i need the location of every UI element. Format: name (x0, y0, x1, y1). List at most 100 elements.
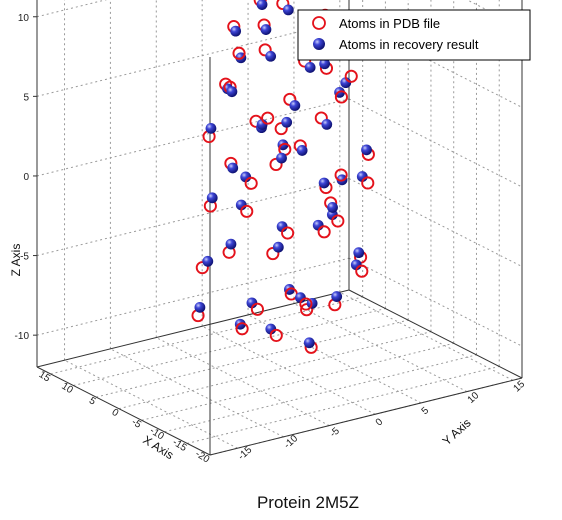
recovery-atom-point (289, 100, 301, 111)
y-tick-label: -10 (282, 433, 300, 451)
recovery-atom-point (265, 50, 277, 62)
grid-line (96, 319, 409, 398)
recovery-atom-point (246, 297, 258, 309)
chart-title: Protein 2M5Z (257, 493, 359, 512)
recovery-atom-point (202, 255, 214, 267)
recovery-atom-point (296, 145, 308, 156)
x-tick-label: 5 (87, 395, 98, 408)
y-tick-label: -5 (328, 425, 342, 439)
x-tick-label: -5 (130, 417, 144, 431)
grid-line (73, 308, 386, 387)
pdb-atom-point (269, 157, 283, 171)
z-tick-label: -5 (20, 252, 29, 263)
grid-line (201, 325, 376, 415)
pdb-atom-point (276, 0, 290, 11)
pdb-atom-point (314, 111, 328, 125)
recovery-atom-point (276, 152, 287, 164)
grid-line (36, 257, 350, 336)
pdb-atom-point (250, 302, 264, 316)
pdb-atom-point (261, 111, 275, 125)
grid-line (36, 178, 350, 257)
frame-edge (36, 289, 350, 368)
recovery-atom-point (235, 199, 247, 211)
grid-line (110, 348, 284, 438)
recovery-atom-point (340, 77, 352, 89)
recovery-atom-point (353, 247, 365, 259)
grid-line (348, 178, 523, 268)
grid-line (339, 291, 514, 381)
pdb-atom-point (334, 168, 348, 182)
pdb-atom-point (300, 303, 314, 317)
pdb-atom-point (331, 214, 345, 228)
recovery-atom-point (276, 221, 288, 233)
z-tick-label: 0 (23, 172, 29, 183)
grid-line (118, 331, 432, 410)
grid-line (348, 257, 523, 347)
grid-line (293, 303, 468, 393)
pdb-atom-point (244, 176, 258, 190)
recovery-atom-point (318, 177, 330, 189)
legend: Atoms in PDB file Atoms in recovery resu… (297, 9, 531, 61)
x-tick-label: 10 (59, 381, 75, 396)
pdb-atom-point (317, 225, 331, 239)
recovery-atom-point (350, 259, 362, 271)
frame-edge (209, 377, 523, 456)
z-tick-label: 5 (23, 92, 29, 103)
pdb-atom-point (299, 297, 313, 311)
y-tick-label: 10 (466, 390, 482, 406)
grid-line (348, 98, 523, 188)
pdb-atom-point (232, 46, 246, 60)
recovery-atom-point (281, 116, 293, 128)
recovery-atom-point (256, 0, 268, 10)
recovery-atom-point (226, 86, 238, 98)
grid-line (348, 18, 523, 108)
pdb-atom-point (274, 122, 288, 136)
recovery-atom-point (319, 58, 331, 70)
recovery-atom-point (312, 219, 324, 231)
x-tick-label: -20 (193, 449, 211, 466)
pdb-atom-point (266, 247, 280, 261)
recovery-atom-point (361, 144, 372, 156)
pdb-atom-point (258, 43, 272, 57)
recovery-atom-point (225, 238, 237, 250)
pdb-atom-point (281, 226, 295, 240)
legend-marker-pdb (312, 16, 326, 30)
grid-line (64, 359, 238, 449)
y-tick-label: 5 (420, 405, 432, 417)
legend-box (297, 9, 531, 61)
pdb-atom-point (240, 204, 254, 218)
legend-marker-recovery (313, 38, 325, 50)
grid-line (36, 18, 350, 97)
recovery-atom-point (256, 119, 268, 130)
pdb-atom-point (195, 261, 209, 275)
pdb-atom-point (269, 328, 283, 342)
recovery-atom-point (260, 24, 272, 35)
recovery-atom-point (272, 241, 284, 253)
recovery-atom-point (240, 171, 252, 183)
recovery-atom-point (295, 292, 306, 304)
y-tick-label: 0 (374, 416, 386, 428)
recovery-atom-point (331, 291, 343, 302)
y-tick-label: -15 (236, 444, 254, 462)
grid-line (187, 365, 500, 444)
recovery-atom-point (205, 122, 217, 134)
frame-edge (348, 289, 523, 379)
grid-line (164, 354, 477, 433)
legend-label-pdb: Atoms in PDB file (339, 16, 440, 31)
recovery-atom-point (321, 118, 333, 130)
pdb-atom-point (361, 176, 375, 190)
grid-line (50, 296, 363, 375)
pdb-atom-point (344, 69, 358, 83)
z-axis-label: Z Axis (9, 244, 23, 277)
x-tick-label: 15 (37, 369, 53, 384)
grid-layer (36, 0, 523, 456)
x-tick-label: 0 (110, 407, 121, 420)
recovery-atom-point (230, 25, 242, 37)
frame-edge (36, 366, 211, 456)
y-axis-label: Y Axis (440, 416, 474, 449)
pdb-atom-point (355, 264, 369, 278)
recovery-atom-point (356, 171, 368, 182)
y-tick-label: 15 (511, 379, 527, 395)
